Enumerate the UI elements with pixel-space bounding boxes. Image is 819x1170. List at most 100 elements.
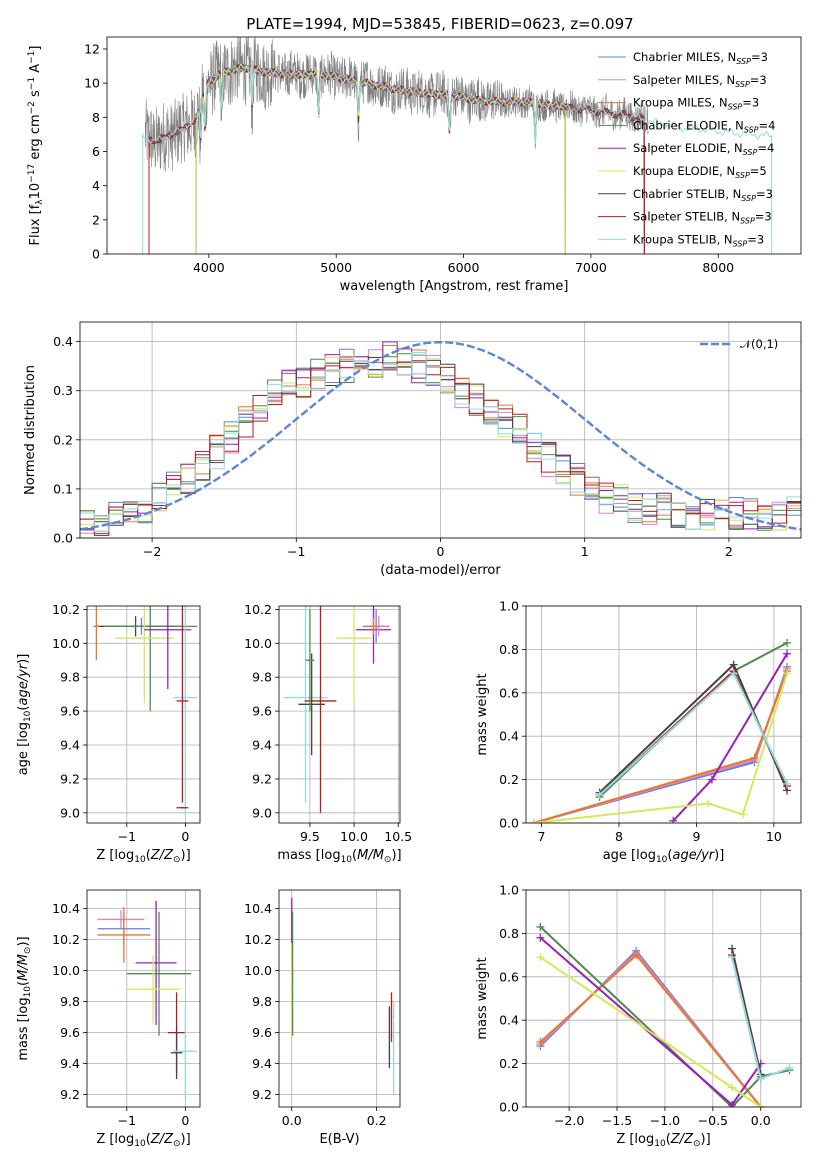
x-axis-label-part: 10 bbox=[341, 855, 353, 865]
x-axis-label: E(B-V) bbox=[319, 1132, 359, 1147]
data-point-8 bbox=[184, 1050, 187, 1052]
data-point-3 bbox=[155, 962, 157, 964]
y-tick-label: 9.6 bbox=[60, 1025, 80, 1040]
data-point-5 bbox=[392, 1047, 395, 1049]
legend-text: Salpeter ELODIE, N bbox=[633, 141, 743, 155]
y-axis-label-part: −1 bbox=[27, 77, 37, 90]
legend-entry-4: Salpeter ELODIE, NSSP=4 bbox=[633, 141, 774, 157]
y-tick-label: 4 bbox=[92, 178, 100, 193]
x-tick-label: −1.0 bbox=[650, 1113, 680, 1128]
legend-value: =3 bbox=[742, 96, 759, 110]
y-tick-label: 0.2 bbox=[53, 432, 73, 447]
axes-frame bbox=[86, 889, 201, 1108]
y-tick-label: 6 bbox=[92, 144, 100, 159]
y-tick-label: 10 bbox=[84, 76, 100, 91]
y-tick-label: 0.0 bbox=[53, 531, 73, 546]
data-point-3 bbox=[143, 637, 146, 640]
y-axis-label-part: age [log bbox=[16, 722, 31, 775]
y-tick-label: 9.6 bbox=[252, 704, 272, 719]
data-point-8 bbox=[372, 625, 375, 628]
x-axis-label: Z [log10(Z/Z⊙)] bbox=[96, 1132, 190, 1149]
y-axis-label: Flux [fλ10−17 erg cm−2 s−1 A−1] bbox=[27, 46, 45, 246]
spectrum-traces bbox=[142, 37, 773, 254]
data-point-5 bbox=[184, 696, 187, 699]
x-axis-label-part: age [log bbox=[603, 848, 656, 863]
y-tick-label: 9.2 bbox=[252, 771, 272, 786]
x-axis-label-part: Z [log bbox=[96, 1132, 134, 1147]
legend-value: =4 bbox=[759, 118, 776, 132]
mass-weight-vs-age-lines bbox=[529, 638, 792, 823]
axes-frame bbox=[106, 36, 802, 255]
legend-entry-normal: 𝒩(0,1) bbox=[740, 337, 778, 351]
x-tick-label: 10.0 bbox=[340, 829, 368, 844]
y-tick-label: 9.4 bbox=[252, 738, 272, 753]
axes-frame bbox=[278, 889, 401, 1108]
y-axis-label-part: age/yr bbox=[16, 662, 31, 705]
y-tick-label: 10.0 bbox=[244, 963, 272, 978]
x-tick-label: 10.5 bbox=[384, 829, 412, 844]
legend-entry-3: Chabrier ELODIE, NSSP=4 bbox=[633, 118, 775, 134]
x-axis-label-part: 10 bbox=[134, 1139, 146, 1149]
y-tick-label: 9.8 bbox=[252, 994, 272, 1009]
x-axis-label-part: )] bbox=[181, 848, 191, 863]
y-axis-label-part: erg cm bbox=[28, 114, 43, 163]
y-tick-label: 10.0 bbox=[52, 963, 80, 978]
y-tick-label: 10.4 bbox=[52, 901, 80, 916]
data-point-5 bbox=[152, 988, 154, 990]
y-tick-label: 0.4 bbox=[499, 1013, 519, 1028]
residuals-panel: −2 −1 0 1 2 0.0 0.1 0.2 0.3 0.4 (data-model)/error… bbox=[23, 321, 802, 578]
y-axis-label-part: )] bbox=[16, 936, 31, 946]
y-axis-label-part: mass [log bbox=[16, 997, 31, 1060]
histogram-traces bbox=[80, 340, 801, 536]
y-tick-label: 0.1 bbox=[53, 481, 73, 496]
legend-sub: SSP bbox=[733, 239, 748, 248]
y-tick-label: 0.4 bbox=[53, 334, 73, 349]
data-point-3 bbox=[309, 659, 311, 662]
y-axis-label-part: ] bbox=[28, 46, 43, 51]
y-tick-label: 10.2 bbox=[244, 602, 272, 617]
x-axis-label-part: 10 bbox=[654, 1139, 666, 1149]
x-axis-label-part: )] bbox=[181, 1132, 191, 1147]
x-tick-label: 0.0 bbox=[282, 1113, 302, 1128]
y-tick-label: 0.8 bbox=[499, 926, 519, 941]
x-tick-label: 0.0 bbox=[751, 1113, 771, 1128]
legend-text: Salpeter STELIB, N bbox=[633, 210, 740, 224]
data-point-4 bbox=[158, 972, 160, 975]
legend-sub: SSP bbox=[728, 103, 743, 112]
data-point-0 bbox=[304, 696, 307, 699]
legend-entry-7: Salpeter STELIB, NSSP=3 bbox=[633, 210, 772, 226]
mass-vs-EBV-panel: 0.0 0.2 9.2 9.4 9.6 9.8 10.0 10.2 10.4 E(B-V) bbox=[244, 889, 401, 1147]
mass-weight-vs-Z-panel: −2.0 −1.5 −1.0 −0.5 0.0 0.0 0.2 0.4 0.6 0.8 1.0 Z [… bbox=[475, 883, 802, 1149]
x-axis-label-part: Z/Z bbox=[150, 1132, 174, 1147]
legend-sub: SSP bbox=[735, 171, 750, 180]
x-tick-label: −1 bbox=[118, 1113, 136, 1128]
legend-entry-8: Kroupa STELIB, NSSP=3 bbox=[633, 232, 764, 248]
x-tick-label: 0 bbox=[181, 829, 189, 844]
x-axis-label-part: ( bbox=[146, 848, 151, 863]
y-axis-label-part: −17 bbox=[27, 164, 37, 183]
observed-spectrum bbox=[144, 37, 649, 173]
y-axis-label-part: ⊙ bbox=[23, 947, 33, 955]
y-tick-label: 9.2 bbox=[252, 1087, 272, 1102]
y-axis-label-part: A bbox=[28, 64, 43, 77]
histogram-series-6 bbox=[80, 359, 801, 531]
x-tick-label: −2.0 bbox=[554, 1113, 584, 1128]
legend-text: Kroupa MILES, N bbox=[633, 96, 728, 110]
y-axis-label-part: ( bbox=[16, 981, 31, 986]
y-axis-label-part: −2 bbox=[27, 101, 37, 114]
mass-weight-vs-Z-lines bbox=[536, 922, 794, 1107]
data-point-2 bbox=[291, 972, 294, 975]
axes-frame bbox=[278, 605, 401, 824]
y-axis-label-part: −1 bbox=[27, 51, 37, 64]
y-tick-label: 8 bbox=[92, 110, 100, 125]
x-axis-label-part: ⊙ bbox=[173, 1139, 181, 1149]
series-line-6 bbox=[731, 948, 762, 1075]
y-axis-label-part: )] bbox=[16, 654, 31, 664]
data-point-4 bbox=[390, 1016, 393, 1018]
data-point-7 bbox=[95, 625, 98, 628]
y-tick-label: 9.2 bbox=[60, 771, 80, 786]
age-vs-mass-points bbox=[283, 606, 392, 813]
x-tick-label: 0.2 bbox=[367, 1113, 387, 1128]
y-tick-label: 10.2 bbox=[52, 932, 80, 947]
